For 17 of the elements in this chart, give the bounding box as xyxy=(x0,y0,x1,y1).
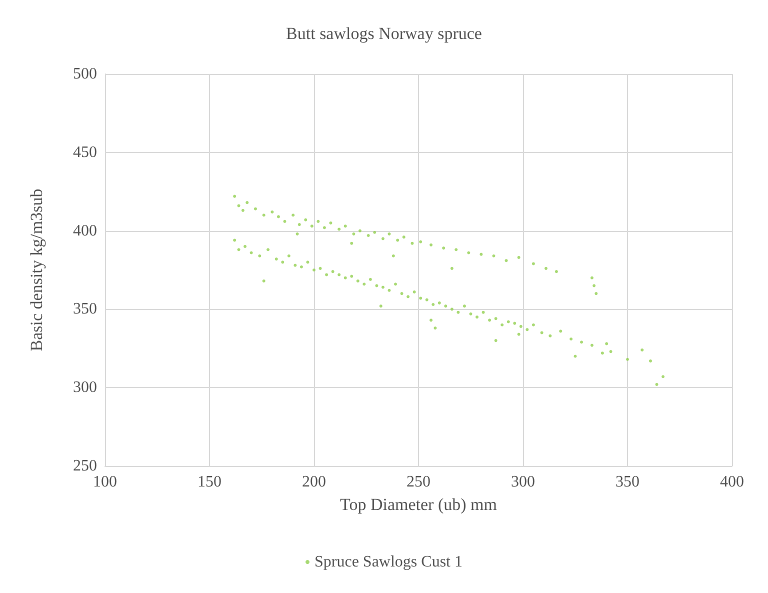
x-tick-label: 250 xyxy=(406,474,430,490)
y-tick-label: 500 xyxy=(73,66,97,82)
y-tick-label: 250 xyxy=(73,458,97,474)
y-axis-title: Basic density kg/m3sub xyxy=(27,188,46,352)
y-tick-label: 400 xyxy=(73,222,97,240)
x-tick-label: 100 xyxy=(93,474,117,490)
legend-label: Spruce Sawlogs Cust 1 xyxy=(314,554,462,570)
x-tick-label: 400 xyxy=(720,474,744,490)
x-tick-label: 200 xyxy=(302,474,326,490)
y-tick-label: 350 xyxy=(73,300,97,318)
x-tick-label: 150 xyxy=(198,474,222,490)
chart-title: Butt sawlogs Norway spruce xyxy=(286,24,482,43)
x-axis-title: Top Diameter (ub) mm xyxy=(340,495,497,514)
y-tick-label: 300 xyxy=(73,379,97,396)
x-tick-label: 300 xyxy=(511,474,535,490)
x-tick-label: 350 xyxy=(616,474,640,490)
y-tick-label: 450 xyxy=(73,144,97,161)
